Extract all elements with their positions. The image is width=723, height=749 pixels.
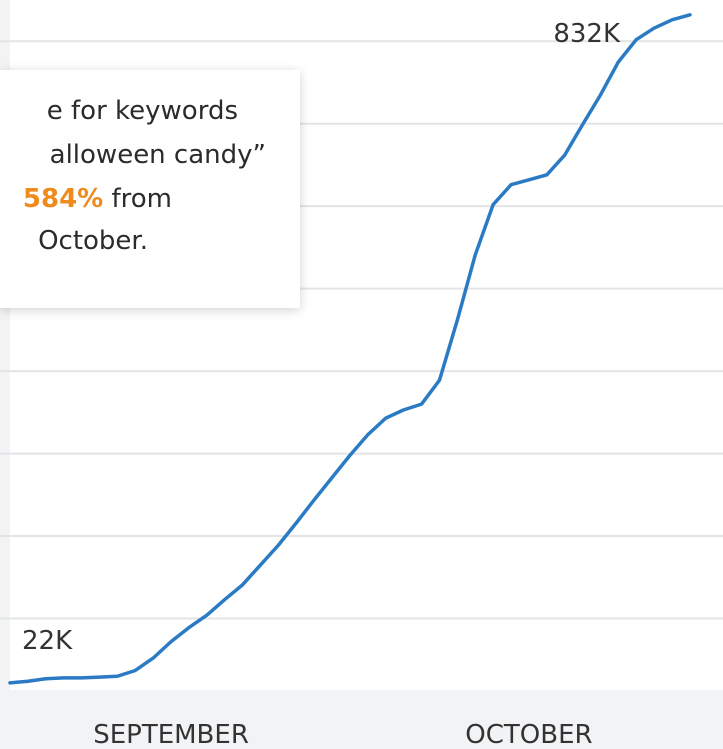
annotation-box: e for keywords alloween candy” 584% from…: [0, 70, 300, 308]
annotation-text: October.: [38, 226, 148, 256]
data-label: 832K: [553, 19, 621, 49]
data-label: 22K: [22, 626, 73, 656]
annotation-text: e for keywords: [46, 96, 238, 126]
x-tick-label: OCTOBER: [465, 720, 592, 749]
annotation-highlight: 584%: [22, 184, 104, 214]
data-line: [8, 13, 692, 685]
x-tick-label: SEPTEMBER: [93, 720, 249, 749]
annotation-text: from: [111, 184, 172, 214]
annotation-text: 584% from: [23, 182, 172, 216]
annotation-text: alloween candy”: [49, 140, 266, 170]
